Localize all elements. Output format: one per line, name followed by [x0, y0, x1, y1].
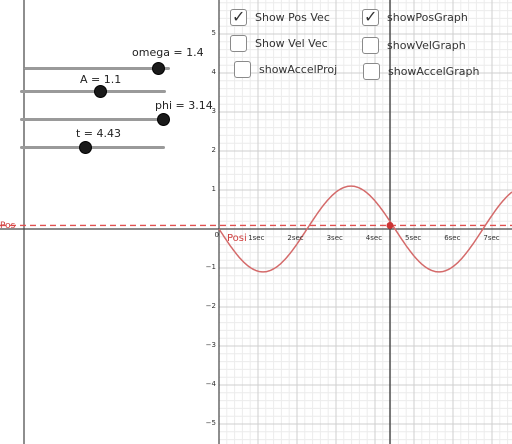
checkbox-box[interactable] — [230, 35, 247, 52]
y-tick-label: 3 — [211, 107, 216, 115]
checkbox-box[interactable]: ✓ — [230, 7, 247, 26]
checkbox-show-pos-vec[interactable]: ✓ Show Pos Vec — [230, 7, 330, 26]
slider-phi-label: phi = 3.14 — [155, 99, 213, 112]
y-tick-label: 5 — [211, 29, 216, 37]
checkbox-box[interactable] — [363, 63, 380, 80]
slider-t-label: t = 4.43 — [76, 127, 122, 140]
x-tick-label: 4sec — [365, 234, 383, 242]
x-tick-label: 3sec — [326, 234, 343, 242]
checkbox-box[interactable] — [234, 61, 251, 78]
pos-label-left: Pos — [0, 221, 16, 231]
y-tick-label: −4 — [205, 380, 216, 388]
checkbox-label: showAccelProj — [259, 63, 338, 76]
slider-A-track[interactable] — [20, 85, 166, 98]
slider-t-track[interactable] — [20, 141, 165, 154]
pos-label-graph: Posi — [227, 233, 247, 244]
y-tick-label: −3 — [205, 341, 216, 349]
slider-t-knob[interactable] — [79, 141, 93, 154]
slider-omega-label: omega = 1.4 — [132, 46, 204, 59]
checkbox-label: showPosGraph — [387, 11, 468, 24]
checkbox-show-vel-vec[interactable]: Show Vel Vec — [230, 35, 328, 52]
checkbox-show-pos-graph[interactable]: ✓ showPosGraph — [362, 7, 468, 26]
checkbox-label: Show Pos Vec — [255, 11, 330, 24]
y-tick-label: 4 — [211, 68, 216, 76]
checkbox-label: Show Vel Vec — [255, 37, 328, 50]
slider-omega-track[interactable] — [24, 62, 170, 75]
check-icon: ✓ — [364, 7, 378, 26]
checkbox-box[interactable] — [362, 37, 379, 54]
x-tick-label: 7sec — [483, 234, 500, 242]
check-icon: ✓ — [232, 7, 246, 26]
slider-omega-knob[interactable] — [152, 62, 166, 75]
y-tick-label: 2 — [211, 146, 216, 154]
position-point[interactable] — [386, 221, 394, 229]
checkbox-label: showAccelGraph — [388, 65, 480, 78]
x-tick-label: 2sec — [287, 234, 304, 242]
y-tick-label: −1 — [205, 263, 216, 271]
slider-phi-track[interactable] — [20, 113, 170, 126]
x-tick-label: 5sec — [405, 234, 422, 242]
y-tick-label: 1 — [211, 185, 216, 193]
x-tick-label: 1sec — [248, 234, 265, 242]
minor-grid — [219, 0, 512, 444]
x-tick-label: 6sec — [444, 234, 461, 242]
slider-A-knob[interactable] — [94, 85, 108, 98]
checkbox-show-vel-graph[interactable]: showVelGraph — [362, 37, 466, 54]
slider-phi-knob[interactable] — [157, 113, 170, 126]
y-tick-label: −5 — [205, 419, 216, 427]
checkbox-label: showVelGraph — [387, 39, 466, 52]
checkbox-show-accel-proj[interactable]: showAccelProj — [234, 61, 337, 78]
origin-label: 0 — [214, 231, 219, 239]
checkbox-show-accel-graph[interactable]: showAccelGraph — [363, 63, 479, 80]
slider-A-label: A = 1.1 — [80, 73, 122, 86]
checkbox-box[interactable]: ✓ — [362, 7, 379, 26]
position-graph-curve — [218, 185, 512, 273]
y-tick-label: −2 — [205, 302, 216, 310]
